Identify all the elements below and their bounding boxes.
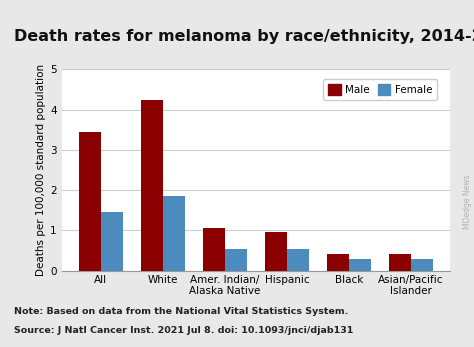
Y-axis label: Deaths per 100,000 standard population: Deaths per 100,000 standard population bbox=[36, 64, 46, 276]
Text: Source: J Natl Cancer Inst. 2021 Jul 8. doi: 10.1093/jnci/djab131: Source: J Natl Cancer Inst. 2021 Jul 8. … bbox=[14, 326, 354, 335]
Bar bbox=[287, 249, 309, 271]
Bar bbox=[203, 228, 225, 271]
Text: Note: Based on data from the National Vital Statistics System.: Note: Based on data from the National Vi… bbox=[14, 307, 348, 316]
Bar bbox=[163, 196, 185, 271]
Bar bbox=[411, 259, 433, 271]
Bar bbox=[265, 232, 287, 271]
Bar bbox=[225, 249, 246, 271]
Bar bbox=[349, 259, 371, 271]
Bar bbox=[389, 254, 411, 271]
Bar bbox=[101, 212, 123, 271]
Bar bbox=[141, 100, 163, 271]
Legend: Male, Female: Male, Female bbox=[323, 79, 438, 100]
Text: Death rates for melanoma by race/ethnicity, 2014-2018: Death rates for melanoma by race/ethnici… bbox=[14, 29, 474, 44]
Text: MDedge News: MDedge News bbox=[463, 174, 472, 229]
Bar bbox=[327, 254, 349, 271]
Bar bbox=[79, 132, 101, 271]
